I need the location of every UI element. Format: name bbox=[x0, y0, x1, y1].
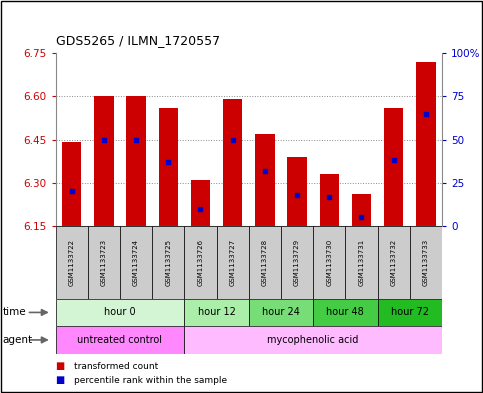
Text: GSM1133728: GSM1133728 bbox=[262, 239, 268, 286]
Text: GSM1133733: GSM1133733 bbox=[423, 239, 429, 286]
Text: mycophenolic acid: mycophenolic acid bbox=[268, 335, 359, 345]
Bar bbox=[345, 226, 378, 299]
Bar bbox=[127, 96, 146, 226]
Text: GSM1133723: GSM1133723 bbox=[101, 239, 107, 286]
Text: hour 24: hour 24 bbox=[262, 307, 300, 318]
Text: GSM1133727: GSM1133727 bbox=[229, 239, 236, 286]
Text: untreated control: untreated control bbox=[77, 335, 162, 345]
Bar bbox=[249, 299, 313, 326]
Bar bbox=[56, 299, 185, 326]
Text: GSM1133730: GSM1133730 bbox=[326, 239, 332, 286]
Bar bbox=[313, 226, 345, 299]
Text: hour 12: hour 12 bbox=[198, 307, 236, 318]
Bar bbox=[56, 326, 185, 354]
Text: hour 0: hour 0 bbox=[104, 307, 136, 318]
Bar bbox=[62, 142, 81, 226]
Bar bbox=[191, 180, 210, 226]
Text: GSM1133729: GSM1133729 bbox=[294, 239, 300, 286]
Text: hour 72: hour 72 bbox=[391, 307, 429, 318]
Text: transformed count: transformed count bbox=[74, 362, 158, 371]
Bar bbox=[120, 226, 152, 299]
Bar bbox=[410, 226, 442, 299]
Text: GDS5265 / ILMN_1720557: GDS5265 / ILMN_1720557 bbox=[56, 34, 220, 47]
Bar bbox=[56, 226, 88, 299]
Bar bbox=[378, 299, 442, 326]
Bar bbox=[384, 108, 403, 226]
Text: agent: agent bbox=[2, 335, 32, 345]
Bar bbox=[216, 226, 249, 299]
Bar bbox=[185, 226, 216, 299]
Text: GSM1133722: GSM1133722 bbox=[69, 239, 75, 286]
Bar bbox=[281, 226, 313, 299]
Bar bbox=[313, 299, 378, 326]
Text: GSM1133731: GSM1133731 bbox=[358, 239, 365, 286]
Bar bbox=[416, 62, 436, 226]
Text: GSM1133726: GSM1133726 bbox=[198, 239, 203, 286]
Text: ■: ■ bbox=[56, 361, 65, 371]
Bar bbox=[287, 157, 307, 226]
Bar bbox=[185, 326, 442, 354]
Bar bbox=[152, 226, 185, 299]
Text: GSM1133732: GSM1133732 bbox=[391, 239, 397, 286]
Text: time: time bbox=[2, 307, 26, 318]
Bar bbox=[378, 226, 410, 299]
Bar bbox=[158, 108, 178, 226]
Bar bbox=[249, 226, 281, 299]
Bar bbox=[352, 194, 371, 226]
Bar bbox=[320, 174, 339, 226]
Text: percentile rank within the sample: percentile rank within the sample bbox=[74, 376, 227, 385]
Text: ■: ■ bbox=[56, 375, 65, 385]
Text: GSM1133724: GSM1133724 bbox=[133, 239, 139, 286]
Text: GSM1133725: GSM1133725 bbox=[165, 239, 171, 286]
Bar bbox=[223, 99, 242, 226]
Text: hour 48: hour 48 bbox=[327, 307, 364, 318]
Bar bbox=[185, 299, 249, 326]
Bar bbox=[94, 96, 114, 226]
Bar bbox=[88, 226, 120, 299]
Bar bbox=[255, 134, 274, 226]
